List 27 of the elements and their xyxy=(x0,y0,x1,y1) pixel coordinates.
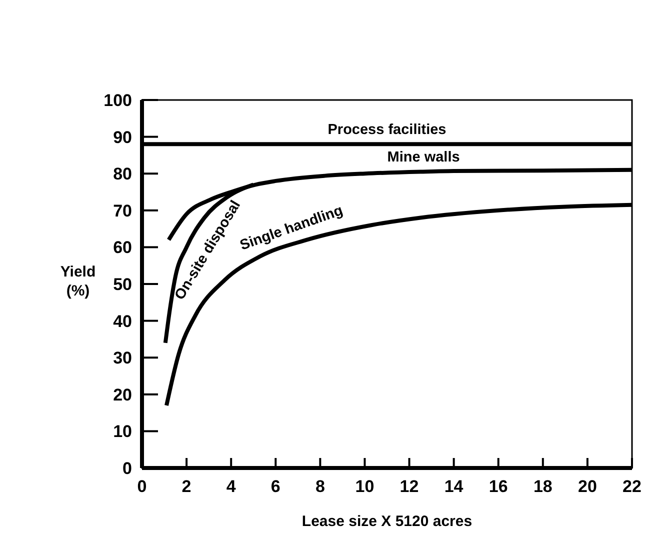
y-axis-title: Yield (%) xyxy=(60,264,96,300)
x-tick-label: 20 xyxy=(578,477,597,496)
x-tick-label: 22 xyxy=(622,477,642,496)
x-tick-label: 18 xyxy=(533,477,552,496)
y-tick-label: 70 xyxy=(113,201,132,220)
y-tick-label: 0 xyxy=(122,459,132,478)
x-tick-label: 10 xyxy=(355,477,374,496)
y-tick-label: 10 xyxy=(113,422,132,442)
x-tick-label: 0 xyxy=(137,477,147,496)
x-tick-label: 14 xyxy=(444,477,464,496)
y-tick-label: 80 xyxy=(113,164,132,184)
y-tick-label: 50 xyxy=(113,275,132,294)
x-tick-label: 6 xyxy=(270,477,280,496)
x-tick-label: 8 xyxy=(315,477,325,496)
y-tick-label: 90 xyxy=(113,128,132,147)
x-tick-label: 16 xyxy=(488,477,508,496)
y-tick-label: 20 xyxy=(113,385,132,404)
x-axis-title: Lease size X 5120 acres xyxy=(302,513,472,530)
x-tick-label: 4 xyxy=(226,477,236,496)
x-tick-label: 12 xyxy=(400,477,419,496)
y-tick-label: 100 xyxy=(104,91,132,110)
y-tick-label: 40 xyxy=(113,312,132,331)
x-tick-label: 2 xyxy=(182,477,192,496)
series-label: Process facilities xyxy=(328,122,446,138)
series-label: Mine walls xyxy=(387,150,460,166)
y-tick-label: 30 xyxy=(113,348,132,368)
y-tick-label: 60 xyxy=(113,238,132,258)
